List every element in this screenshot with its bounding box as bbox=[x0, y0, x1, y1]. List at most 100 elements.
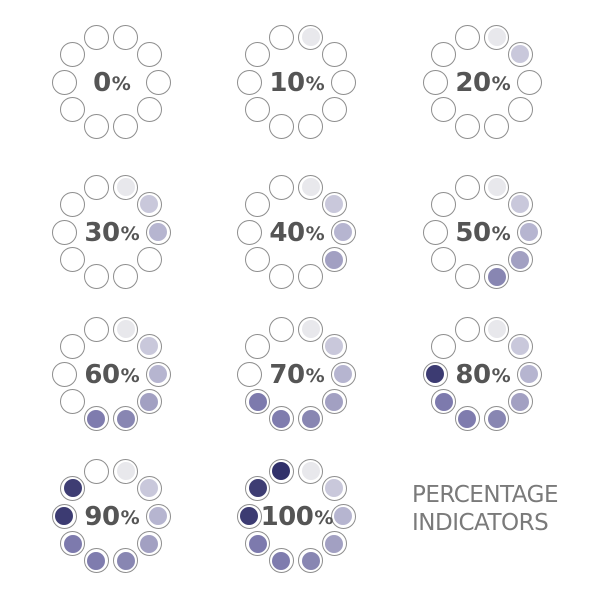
percent-sign: % bbox=[305, 73, 325, 95]
progress-dot-empty bbox=[136, 97, 162, 123]
percentage-value: 70 bbox=[269, 360, 305, 390]
percent-sign: % bbox=[491, 365, 511, 387]
progress-dot-filled bbox=[484, 316, 510, 342]
progress-dot-empty bbox=[245, 41, 271, 67]
progress-dot-filled bbox=[298, 548, 324, 574]
progress-dot-empty bbox=[51, 219, 77, 245]
progress-dot-fill bbox=[301, 28, 320, 47]
progress-dot-fill bbox=[511, 195, 530, 214]
percentage-value: 60 bbox=[84, 360, 120, 390]
progress-dot-fill bbox=[487, 28, 506, 47]
progress-dot-filled bbox=[60, 531, 86, 557]
progress-dot-fill bbox=[116, 462, 135, 481]
progress-dot-fill bbox=[511, 392, 530, 411]
progress-dot-fill bbox=[272, 409, 291, 428]
progress-dot-filled bbox=[298, 24, 324, 50]
progress-dot-filled bbox=[321, 247, 347, 273]
progress-dot-fill bbox=[487, 267, 506, 286]
progress-dot-empty bbox=[60, 333, 86, 359]
progress-dot-fill bbox=[63, 479, 82, 498]
progress-dot-filled bbox=[245, 531, 271, 557]
progress-dot-filled bbox=[321, 531, 347, 557]
progress-dot-empty bbox=[83, 24, 109, 50]
progress-dot-filled bbox=[83, 406, 109, 432]
progress-dot-empty bbox=[268, 24, 294, 50]
progress-dot-filled bbox=[268, 548, 294, 574]
percentage-label: 60% bbox=[42, 305, 182, 445]
progress-dot-fill bbox=[240, 507, 258, 525]
progress-dot-fill bbox=[116, 409, 135, 428]
progress-dot-filled bbox=[330, 219, 356, 245]
progress-dot-empty bbox=[268, 114, 294, 140]
progress-dot-fill bbox=[511, 337, 530, 356]
progress-dot-empty bbox=[454, 174, 480, 200]
progress-dot-filled bbox=[113, 458, 139, 484]
progress-dot-filled bbox=[484, 174, 510, 200]
percentage-value: 50 bbox=[455, 218, 491, 248]
progress-dot-fill bbox=[520, 365, 538, 383]
progress-dot-filled bbox=[113, 406, 139, 432]
percentage-label: 70% bbox=[227, 305, 367, 445]
percent-sign: % bbox=[491, 223, 511, 245]
progress-dot-filled bbox=[145, 361, 171, 387]
progress-dot-fill bbox=[487, 409, 506, 428]
percentage-label: 20% bbox=[413, 13, 553, 153]
progress-dot-filled bbox=[136, 333, 162, 359]
progress-dot-fill bbox=[116, 178, 135, 197]
progress-dot-empty bbox=[145, 69, 171, 95]
progress-dot-filled bbox=[484, 24, 510, 50]
percent-sign: % bbox=[120, 365, 140, 387]
progress-dot-filled bbox=[236, 503, 262, 529]
percentage-indicator: 40% bbox=[227, 163, 367, 303]
percentage-indicator: 90% bbox=[42, 447, 182, 587]
progress-dot-empty bbox=[431, 41, 457, 67]
percentage-indicator: 80% bbox=[413, 305, 553, 445]
progress-dot-empty bbox=[516, 69, 542, 95]
percentage-label: 50% bbox=[413, 163, 553, 303]
percent-sign: % bbox=[111, 73, 131, 95]
progress-dot-filled bbox=[507, 333, 533, 359]
progress-dot-fill bbox=[325, 250, 344, 269]
percent-sign: % bbox=[305, 365, 325, 387]
progress-dot-empty bbox=[245, 191, 271, 217]
progress-dot-empty bbox=[454, 114, 480, 140]
progress-dot-empty bbox=[298, 264, 324, 290]
progress-dot-fill bbox=[334, 223, 352, 241]
progress-dot-empty bbox=[330, 69, 356, 95]
progress-dot-filled bbox=[422, 361, 448, 387]
progress-dot-fill bbox=[487, 178, 506, 197]
percentage-label: 90% bbox=[42, 447, 182, 587]
progress-dot-filled bbox=[321, 191, 347, 217]
progress-dot-empty bbox=[268, 264, 294, 290]
progress-dot-filled bbox=[136, 475, 162, 501]
progress-dot-fill bbox=[511, 250, 530, 269]
progress-dot-filled bbox=[298, 458, 324, 484]
progress-dot-fill bbox=[87, 551, 106, 570]
percentage-indicator: 50% bbox=[413, 163, 553, 303]
progress-dot-filled bbox=[268, 458, 294, 484]
progress-dot-filled bbox=[145, 219, 171, 245]
progress-dot-filled bbox=[145, 503, 171, 529]
progress-dot-fill bbox=[140, 337, 159, 356]
progress-dot-empty bbox=[298, 114, 324, 140]
percentage-value: 90 bbox=[84, 502, 120, 532]
progress-dot-fill bbox=[325, 392, 344, 411]
progress-dot-empty bbox=[454, 24, 480, 50]
progress-dot-filled bbox=[268, 406, 294, 432]
progress-dot-fill bbox=[334, 365, 352, 383]
percentage-indicator: 20% bbox=[413, 13, 553, 153]
percentage-indicator: 60% bbox=[42, 305, 182, 445]
progress-dot-filled bbox=[298, 316, 324, 342]
progress-dot-filled bbox=[298, 174, 324, 200]
percentage-label: 10% bbox=[227, 13, 367, 153]
progress-dot-filled bbox=[330, 361, 356, 387]
percentage-value: 20 bbox=[455, 68, 491, 98]
caption-line-2: INDICATORS bbox=[412, 510, 549, 536]
progress-dot-fill bbox=[325, 337, 344, 356]
percent-sign: % bbox=[305, 223, 325, 245]
progress-dot-fill bbox=[272, 551, 291, 570]
progress-dot-empty bbox=[484, 114, 510, 140]
progress-dot-empty bbox=[83, 458, 109, 484]
progress-dot-fill bbox=[511, 45, 530, 64]
progress-dot-empty bbox=[236, 69, 262, 95]
